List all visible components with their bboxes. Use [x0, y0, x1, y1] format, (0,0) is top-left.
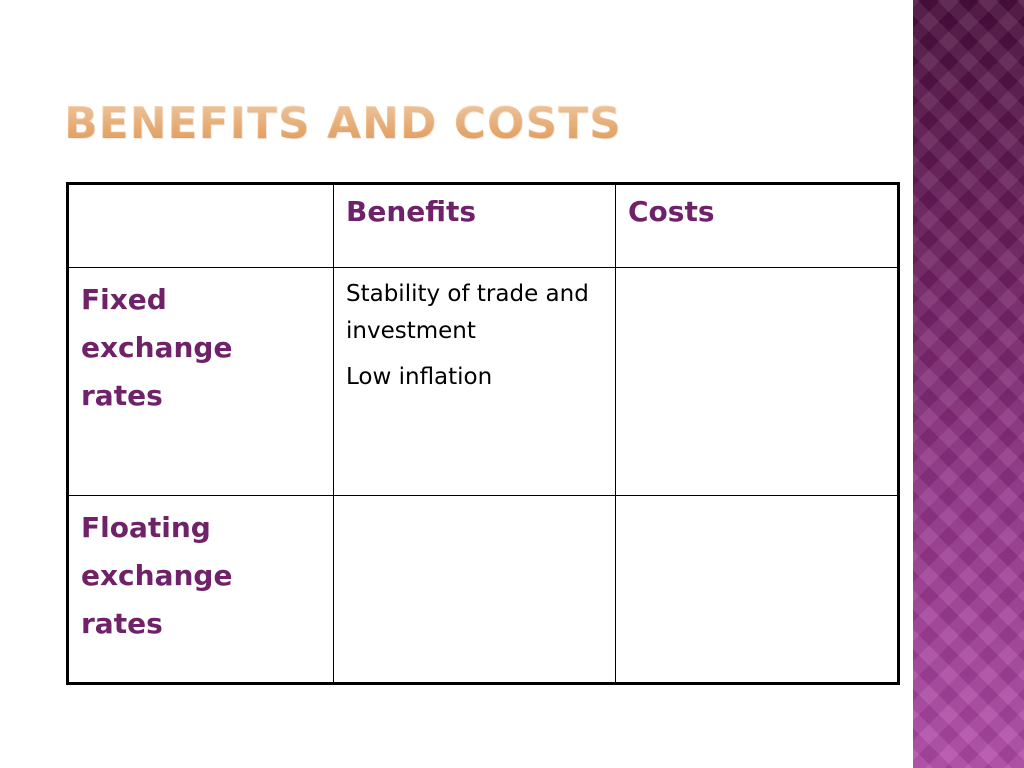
benefit-item: Stability of trade and investment: [346, 281, 589, 344]
benefits-costs-table: Benefits Costs Fixed exchange rates Stab…: [66, 182, 900, 685]
table-row-floating: Floating exchange rates: [67, 495, 899, 684]
row-label-cell: Floating exchange rates: [67, 495, 334, 684]
benefits-cell-floating: [333, 495, 616, 684]
header-label-benefits: Benefits: [346, 195, 477, 228]
row-label-floating: Floating exchange rates: [81, 511, 233, 640]
table-row-fixed: Fixed exchange rates Stability of trade …: [67, 267, 899, 496]
slide-title: BENEFITS AND COSTS: [64, 94, 622, 154]
benefits-cell-fixed: Stability of trade and investment Low in…: [333, 267, 616, 496]
decorative-side-band: [913, 0, 1024, 768]
row-label-cell: Fixed exchange rates: [67, 267, 334, 496]
table-header-row: Benefits Costs: [67, 183, 899, 268]
header-cell-costs: Costs: [615, 183, 899, 268]
row-label-fixed: Fixed exchange rates: [81, 283, 233, 412]
header-cell-benefits: Benefits: [333, 183, 616, 268]
benefit-item: Low inflation: [346, 364, 493, 390]
header-cell-empty: [67, 183, 334, 268]
costs-cell-floating: [615, 495, 899, 684]
header-label-costs: Costs: [628, 195, 715, 228]
costs-cell-fixed: [615, 267, 899, 496]
